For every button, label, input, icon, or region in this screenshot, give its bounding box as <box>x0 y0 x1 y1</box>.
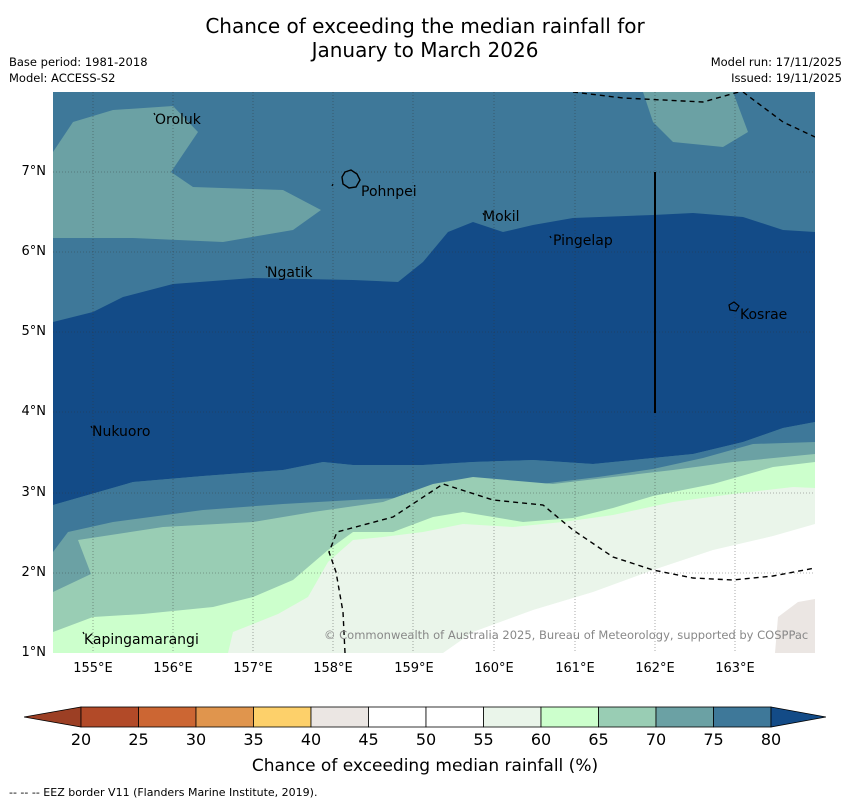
lon-label-157e: 157°E <box>233 661 273 676</box>
colorbar-cell-20 <box>80 706 139 728</box>
lon-label-156e: 156°E <box>153 661 193 676</box>
place-kapingamarangi: Kapingamarangi <box>84 632 199 648</box>
place-pohnpei: Pohnpei <box>361 184 417 200</box>
band-70-75-north <box>53 106 321 242</box>
issued-date: Issued: 19/11/2025 <box>731 71 842 85</box>
lat-label-1n: 1°N <box>21 645 47 660</box>
colorbar-tick-45: 45 <box>358 730 379 749</box>
band-70-75-northeast <box>643 92 748 147</box>
colorbar-cell-45 <box>368 706 427 728</box>
forecast-map[interactable]: Oroluk Pohnpei Mokil Pingelap Ngatik Kos… <box>53 92 815 653</box>
colorbar-tick-20: 20 <box>70 730 92 749</box>
colorbar-tick-65: 65 <box>588 730 609 749</box>
model-name: Model: ACCESS-S2 <box>9 71 116 85</box>
colorbar-cell-30 <box>195 706 254 728</box>
lon-label-155e: 155°E <box>73 661 113 676</box>
colorbar-cell-65 <box>598 706 657 728</box>
place-ngatik: Ngatik <box>267 265 313 281</box>
colorbar-cell-35 <box>253 706 312 728</box>
model-run: Model run: 17/11/2025 <box>710 55 842 69</box>
colorbar-cell-40 <box>310 706 369 728</box>
band-40-45 <box>775 599 815 653</box>
lon-label-162e: 162°E <box>635 661 675 676</box>
lat-label-2n: 2°N <box>21 565 47 580</box>
eez-footnote: -- -- -- EEZ border V11 (Flanders Marine… <box>9 786 318 799</box>
colorbar-under-arrow <box>23 706 82 728</box>
colorbar-cell-75 <box>713 706 772 728</box>
lat-label-5n: 5°N <box>21 324 47 339</box>
chart-title: Chance of exceeding the median rainfall … <box>0 14 850 62</box>
pohnpei-island <box>341 169 361 189</box>
lon-label-163e: 163°E <box>715 661 755 676</box>
colorbar-tick-30: 30 <box>185 730 207 749</box>
colorbar-tick-25: 25 <box>128 730 149 749</box>
lon-label-161e: 161°E <box>555 661 595 676</box>
colorbar-tick-50: 50 <box>415 730 437 749</box>
colorbar-tick-60: 60 <box>530 730 552 749</box>
lon-label-160e: 160°E <box>474 661 514 676</box>
meta-right: Model run: 17/11/2025 Issued: 19/11/2025 <box>711 54 842 86</box>
colorbar-tick-55: 55 <box>473 730 494 749</box>
lat-label-3n: 3°N <box>21 485 47 500</box>
base-period: Base period: 1981-2018 <box>9 55 148 69</box>
title-line-2: January to March 2026 <box>311 38 539 62</box>
kosrae-island <box>728 301 740 312</box>
colorbar-title: Chance of exceeding median rainfall (%) <box>251 756 599 776</box>
place-oroluk: Oroluk <box>155 112 201 128</box>
colorbar-cell-50 <box>425 706 484 728</box>
colorbar-tick-40: 40 <box>300 730 322 749</box>
colorbar-over-arrow <box>770 706 827 728</box>
colorbar-cell-55 <box>483 706 542 728</box>
band-80-plus <box>53 213 815 505</box>
meta-left: Base period: 1981-2018 Model: ACCESS-S2 <box>9 54 148 86</box>
colorbar-tick-70: 70 <box>645 730 667 749</box>
colorbar-ticks: 20 25 30 35 40 45 50 55 60 65 70 75 80 <box>0 730 850 750</box>
colorbar-cell-60 <box>540 706 599 728</box>
colorbar <box>23 706 827 732</box>
colorbar-svg <box>23 706 827 728</box>
colorbar-tick-75: 75 <box>703 730 724 749</box>
island-markers <box>82 112 552 635</box>
place-nukuoro: Nukuoro <box>92 424 151 440</box>
colorbar-cell-70 <box>655 706 714 728</box>
lat-label-6n: 6°N <box>21 244 47 259</box>
colorbar-tick-80: 80 <box>760 730 782 749</box>
band-45-50 <box>443 524 815 653</box>
copyright-notice: © Commonwealth of Australia 2025, Bureau… <box>324 628 809 642</box>
colorbar-cell-25 <box>138 706 197 728</box>
colorbar-tick-35: 35 <box>243 730 264 749</box>
lon-label-159e: 159°E <box>394 661 434 676</box>
place-mokil: Mokil <box>483 209 520 225</box>
lat-label-4n: 4°N <box>21 404 47 419</box>
place-pingelap: Pingelap <box>553 233 613 249</box>
title-line-1: Chance of exceeding the median rainfall … <box>205 14 645 38</box>
grid-lines <box>53 92 815 653</box>
place-kosrae: Kosrae <box>740 307 788 323</box>
lat-label-7n: 7°N <box>21 164 47 179</box>
lon-label-158e: 158°E <box>313 661 353 676</box>
eez-borders <box>328 92 815 653</box>
